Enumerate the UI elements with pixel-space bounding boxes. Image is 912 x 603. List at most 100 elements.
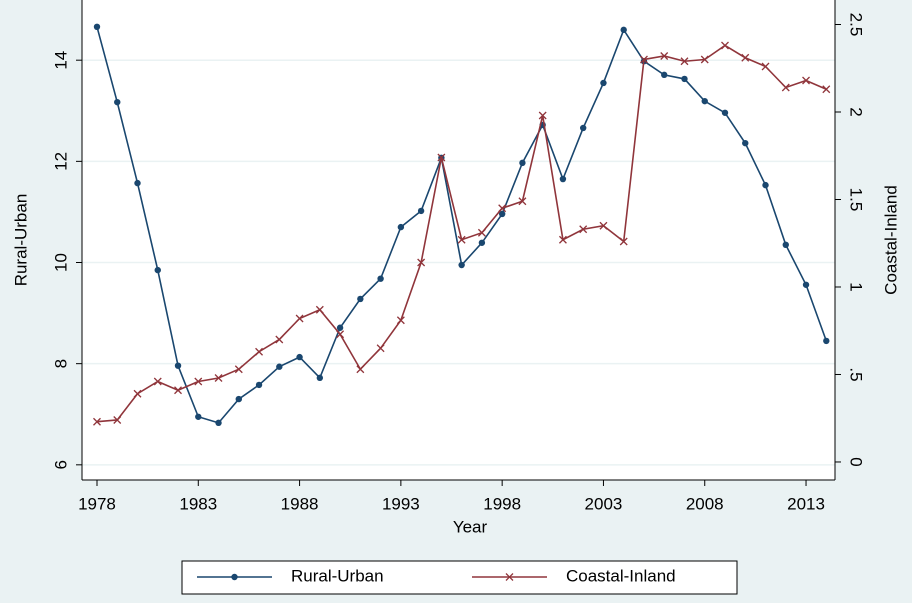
point	[437, 153, 446, 162]
point	[701, 97, 708, 105]
point	[559, 175, 567, 183]
point	[579, 124, 587, 132]
x-tick-label: 1983	[179, 494, 217, 513]
point	[579, 225, 588, 234]
legend-marker	[505, 573, 514, 581]
point	[660, 52, 669, 60]
point	[761, 62, 770, 71]
y-tick-label: 10	[51, 253, 70, 272]
y-tick-label: 14	[51, 51, 70, 70]
point	[215, 419, 222, 427]
point	[396, 316, 405, 325]
point	[316, 374, 324, 382]
point	[721, 41, 729, 50]
x-tick-label: 1978	[78, 494, 116, 513]
y-tick-label: 6	[51, 460, 70, 469]
legend	[181, 560, 738, 595]
legend-marker	[231, 573, 238, 581]
point	[296, 353, 303, 361]
point	[93, 23, 101, 31]
point	[619, 237, 628, 246]
point	[133, 389, 142, 398]
point	[134, 179, 141, 187]
point	[620, 26, 627, 34]
point	[498, 210, 506, 218]
point	[114, 98, 121, 106]
y2-tick-label: 1.5	[847, 188, 866, 212]
x-axis-title: Year	[453, 517, 488, 536]
point	[661, 71, 668, 79]
x-tick-label: 2008	[686, 494, 724, 513]
point	[741, 53, 750, 62]
y2-tick-label: .5	[847, 367, 866, 381]
point	[275, 335, 284, 344]
point	[195, 413, 202, 420]
point	[742, 139, 749, 147]
y-tick-label: 12	[51, 152, 70, 171]
point	[93, 417, 101, 426]
point	[234, 365, 243, 374]
point	[700, 55, 709, 64]
y2-tick-label: 2	[847, 107, 866, 116]
point	[498, 204, 507, 213]
y-axis-title: Rural-Urban	[11, 194, 30, 287]
legend-label: Rural-Urban	[291, 566, 384, 585]
point	[276, 363, 283, 370]
point	[417, 258, 426, 267]
point	[457, 235, 466, 244]
point	[782, 241, 789, 249]
y2-axis-title: Coastal-Inland	[881, 185, 900, 295]
point	[295, 314, 304, 323]
point	[397, 223, 405, 231]
point	[640, 55, 648, 64]
point	[477, 228, 486, 237]
point	[600, 79, 607, 87]
point	[478, 239, 486, 246]
point	[194, 377, 203, 386]
point	[357, 295, 364, 303]
x-tick-label: 2003	[585, 494, 623, 513]
y2-tick-label: 2.5	[847, 13, 866, 37]
point	[255, 381, 263, 389]
point	[113, 416, 122, 424]
point	[518, 197, 527, 206]
point	[376, 344, 385, 353]
x-tick-label: 1988	[281, 494, 319, 513]
point	[458, 261, 465, 269]
x-tick-label: 2013	[787, 494, 825, 513]
point	[681, 75, 688, 83]
point	[558, 235, 567, 244]
point	[153, 377, 162, 386]
point	[336, 324, 344, 331]
point	[680, 57, 689, 66]
point	[214, 374, 223, 382]
point	[802, 281, 810, 288]
point	[315, 305, 324, 314]
point	[377, 275, 384, 282]
y2-tick-label: 0	[847, 457, 866, 466]
x-tick-label: 1993	[382, 494, 420, 513]
point	[519, 159, 526, 167]
y-tick-label: 8	[51, 359, 70, 368]
point	[721, 109, 729, 116]
x-tick-label: 1998	[483, 494, 521, 513]
point	[154, 266, 161, 274]
point	[802, 76, 810, 85]
point	[255, 347, 264, 356]
point	[235, 395, 242, 403]
point	[599, 221, 608, 230]
point	[781, 83, 790, 92]
point	[538, 111, 547, 120]
point	[356, 365, 365, 374]
point	[336, 330, 345, 339]
legend-label: Coastal-Inland	[566, 566, 676, 585]
point	[823, 337, 830, 345]
point	[762, 181, 769, 189]
point	[822, 85, 831, 94]
point	[417, 207, 425, 215]
y2-tick-label: 1	[847, 282, 866, 291]
plot-area	[82, 0, 835, 480]
point	[174, 362, 182, 369]
point	[174, 386, 182, 395]
